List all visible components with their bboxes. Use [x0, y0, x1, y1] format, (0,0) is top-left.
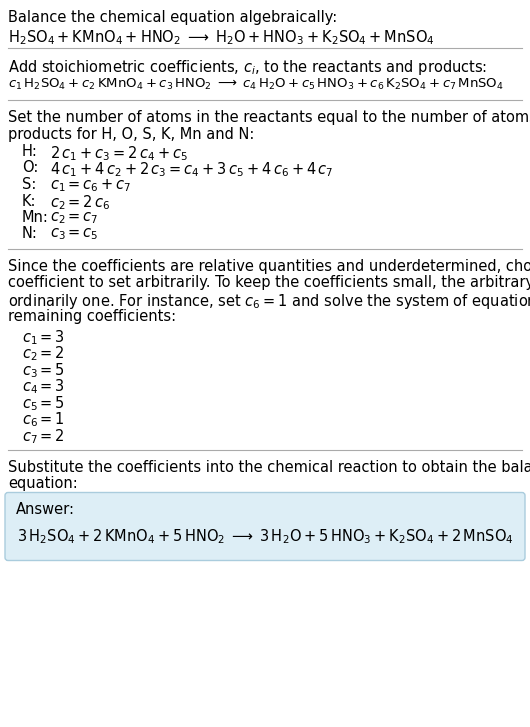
- Text: coefficient to set arbitrarily. To keep the coefficients small, the arbitrary va: coefficient to set arbitrarily. To keep …: [8, 276, 530, 291]
- Text: $c_1\,\mathregular{H_2SO_4} + c_2\,\mathregular{KMnO_4} + c_3\,\mathregular{HNO_: $c_1\,\mathregular{H_2SO_4} + c_2\,\math…: [8, 76, 504, 92]
- Text: Substitute the coefficients into the chemical reaction to obtain the balanced: Substitute the coefficients into the che…: [8, 459, 530, 475]
- Text: $\mathregular{H_2SO_4 + KMnO_4 + HNO_2 \;\longrightarrow\; H_2O + HNO_3 + K_2SO_: $\mathregular{H_2SO_4 + KMnO_4 + HNO_2 \…: [8, 28, 435, 47]
- Text: $c_1 = 3$: $c_1 = 3$: [22, 328, 65, 347]
- Text: K:: K:: [22, 193, 37, 209]
- Text: $c_4 = 3$: $c_4 = 3$: [22, 377, 65, 396]
- Text: $c_6 = 1$: $c_6 = 1$: [22, 411, 65, 429]
- Text: O:: O:: [22, 161, 38, 175]
- Text: Balance the chemical equation algebraically:: Balance the chemical equation algebraica…: [8, 10, 337, 25]
- FancyBboxPatch shape: [5, 492, 525, 561]
- Text: $4\,c_1 + 4\,c_2 + 2\,c_3 = c_4 + 3\,c_5 + 4\,c_6 + 4\,c_7$: $4\,c_1 + 4\,c_2 + 2\,c_3 = c_4 + 3\,c_5…: [50, 161, 333, 179]
- Text: $c_1 = c_6 + c_7$: $c_1 = c_6 + c_7$: [50, 177, 131, 193]
- Text: remaining coefficients:: remaining coefficients:: [8, 308, 176, 324]
- Text: Since the coefficients are relative quantities and underdetermined, choose a: Since the coefficients are relative quan…: [8, 259, 530, 274]
- Text: $c_2 = 2$: $c_2 = 2$: [22, 345, 65, 364]
- Text: $c_5 = 5$: $c_5 = 5$: [22, 394, 65, 413]
- Text: $2\,c_1 + c_3 = 2\,c_4 + c_5$: $2\,c_1 + c_3 = 2\,c_4 + c_5$: [50, 144, 188, 163]
- Text: S:: S:: [22, 177, 37, 192]
- Text: $c_3 = c_5$: $c_3 = c_5$: [50, 227, 99, 242]
- Text: $c_2 = c_7$: $c_2 = c_7$: [50, 210, 99, 225]
- Text: equation:: equation:: [8, 476, 78, 491]
- Text: N:: N:: [22, 227, 38, 241]
- Text: Answer:: Answer:: [16, 502, 75, 518]
- Text: $c_3 = 5$: $c_3 = 5$: [22, 361, 65, 379]
- Text: $3\,\mathregular{H_2SO_4} + 2\,\mathregular{KMnO_4} + 5\,\mathregular{HNO_2}\;\l: $3\,\mathregular{H_2SO_4} + 2\,\mathregu…: [16, 528, 514, 546]
- Text: ordinarily one. For instance, set $c_6 = 1$ and solve the system of equations fo: ordinarily one. For instance, set $c_6 =…: [8, 292, 530, 311]
- Text: Mn:: Mn:: [22, 210, 49, 225]
- Text: $c_2 = 2\,c_6$: $c_2 = 2\,c_6$: [50, 193, 111, 212]
- Text: H:: H:: [22, 144, 38, 159]
- Text: Add stoichiometric coefficients, $c_i$, to the reactants and products:: Add stoichiometric coefficients, $c_i$, …: [8, 58, 487, 77]
- Text: products for H, O, S, K, Mn and N:: products for H, O, S, K, Mn and N:: [8, 126, 254, 142]
- Text: Set the number of atoms in the reactants equal to the number of atoms in the: Set the number of atoms in the reactants…: [8, 110, 530, 125]
- Text: $c_7 = 2$: $c_7 = 2$: [22, 427, 65, 446]
